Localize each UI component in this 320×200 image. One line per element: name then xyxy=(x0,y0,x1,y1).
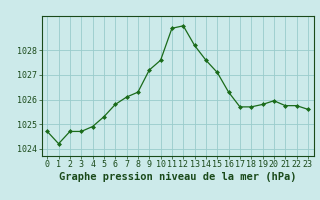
X-axis label: Graphe pression niveau de la mer (hPa): Graphe pression niveau de la mer (hPa) xyxy=(59,172,296,182)
